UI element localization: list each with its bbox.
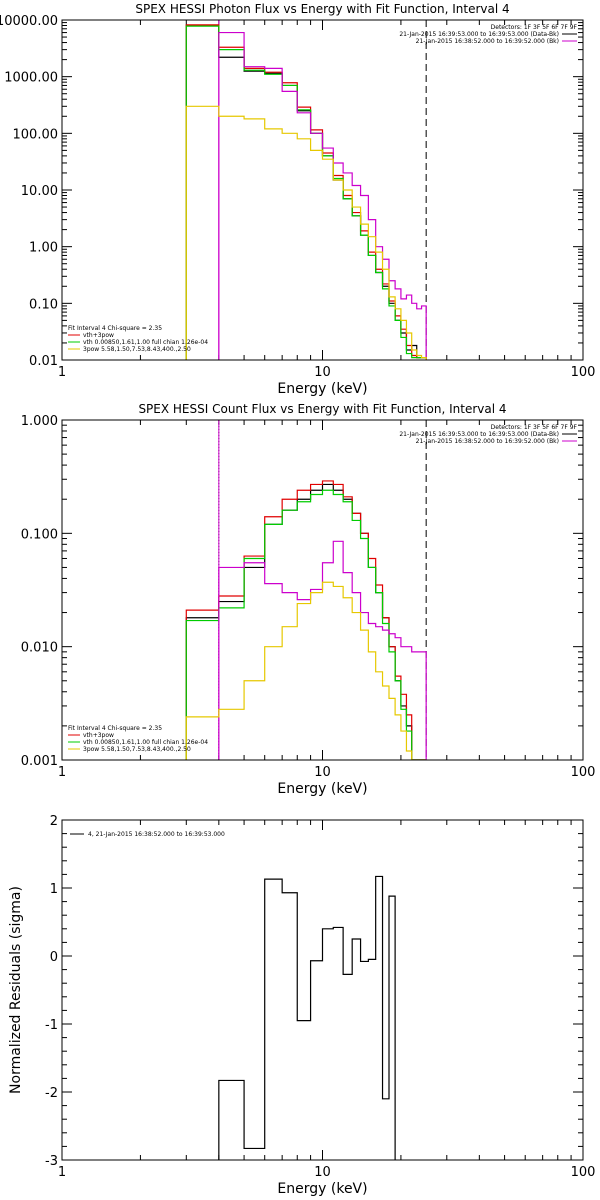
series-1-line [218, 875, 396, 1160]
legend-entry-1: 4, 21-Jan-2015 16:38:52.000 to 16:39:53.… [88, 831, 225, 838]
series-4-line [218, 31, 427, 360]
legend-entry-2: vth 0.00850,1.61,1.00 full chian 1.26e-0… [83, 339, 208, 346]
y-tick-label: -3 [45, 1154, 58, 1169]
data-series-group [185, 24, 427, 360]
series-1-line [185, 483, 427, 760]
y-tick-label: -2 [45, 1086, 58, 1101]
y-tick-label: 0 [50, 950, 58, 965]
plot-frame [61, 819, 584, 1161]
series-4-line [218, 540, 427, 760]
series-3-line [185, 25, 427, 360]
panel-1: SPEX HESSI Photon Flux vs Energy with Fi… [0, 2, 595, 397]
x-axis-label: Energy (keV) [277, 1181, 367, 1197]
fit-label: Fit Interval 4 Chi-square = 2.35 [68, 725, 162, 732]
detectors-label: Detectors: 1F 3F 5F 6F 7F 9F [491, 24, 578, 31]
y-tick-label: 1.00 [29, 241, 58, 256]
x-axis-label: Energy (keV) [277, 781, 367, 797]
legend-entry-2: vth 0.00850,1.61,1.00 full chian 1.26e-0… [83, 739, 208, 746]
legend-entry-1: vth+3pow [83, 732, 114, 739]
y-tick-label: 0.100 [21, 527, 58, 542]
legend-entry-1: vth+3pow [83, 332, 114, 339]
x-tick-label: 1 [58, 1165, 66, 1180]
x-tick-label: 100 [571, 765, 596, 780]
y-tick-label: 0.01 [29, 354, 58, 369]
panel-3: 1 10 100 Energy (keV) -3 -2 -1 0 1 2 Normalized Re… [8, 814, 595, 1197]
y-tick-label: 2 [50, 814, 58, 829]
fit-label: Fit Interval 4 Chi-square = 2.35 [68, 325, 162, 332]
y-tick-label: -1 [45, 1018, 58, 1033]
data-series-group [185, 480, 427, 760]
y-tick-label: 100.00 [13, 127, 59, 142]
legend-entry-3: 3pow 5.58,1.50,7.53,8.43,400.,2.50 [83, 746, 191, 753]
y-tick-label: 0.001 [21, 754, 58, 769]
y-tick-label: 1000.00 [4, 71, 58, 86]
x-tick-label: 1 [58, 365, 66, 380]
y-tick-label: 0.010 [21, 641, 58, 656]
series-3-line [185, 489, 427, 760]
chart-title: SPEX HESSI Count Flux vs Energy with Fit… [138, 402, 506, 416]
y-tick-label: 10.00 [21, 184, 58, 199]
x-tick-label: 10 [314, 765, 331, 780]
data-series-group [218, 875, 396, 1160]
y-axis-label: Normalized Residuals (sigma) [8, 886, 24, 1094]
x-tick-label: 1 [58, 765, 66, 780]
series-2-line [185, 480, 427, 760]
y-tick-label: 1 [50, 882, 58, 897]
detectors-label: Detectors: 1F 3F 5F 6F 7F 9F [491, 424, 578, 431]
header-line-2: 21-Jan-2015 16:38:52.000 to 16:39:52.000… [416, 438, 559, 445]
x-tick-label: 10 [314, 365, 331, 380]
series-5-line [185, 105, 427, 360]
x-tick-label: 10 [314, 1165, 331, 1180]
x-tick-label: 100 [571, 1165, 596, 1180]
y-tick-label: 1.000 [21, 414, 58, 429]
chart-title: SPEX HESSI Photon Flux vs Energy with Fi… [135, 2, 509, 16]
plot-frame [61, 19, 584, 361]
series-2-line [185, 24, 427, 360]
legend-entry-3: 3pow 5.58,1.50,7.53,8.43,400.,2.50 [83, 346, 191, 353]
header-line-1: 21-Jan-2015 16:39:53.000 to 16:39:53.000… [399, 31, 559, 38]
series-1-line [185, 24, 427, 360]
panel-2: SPEX HESSI Count Flux vs Energy with Fit… [21, 402, 596, 797]
x-axis-label: Energy (keV) [277, 381, 367, 397]
series-5-line [185, 581, 427, 760]
header-line-1: 21-Jan-2015 16:39:53.000 to 16:39:53.000… [399, 431, 559, 438]
y-tick-label: 10000.00 [0, 14, 58, 29]
plot-frame [61, 419, 584, 761]
y-tick-label: 0.10 [29, 297, 58, 312]
x-tick-label: 100 [571, 365, 596, 380]
header-line-2: 21-Jan-2015 16:38:52.000 to 16:39:52.000… [416, 38, 559, 45]
